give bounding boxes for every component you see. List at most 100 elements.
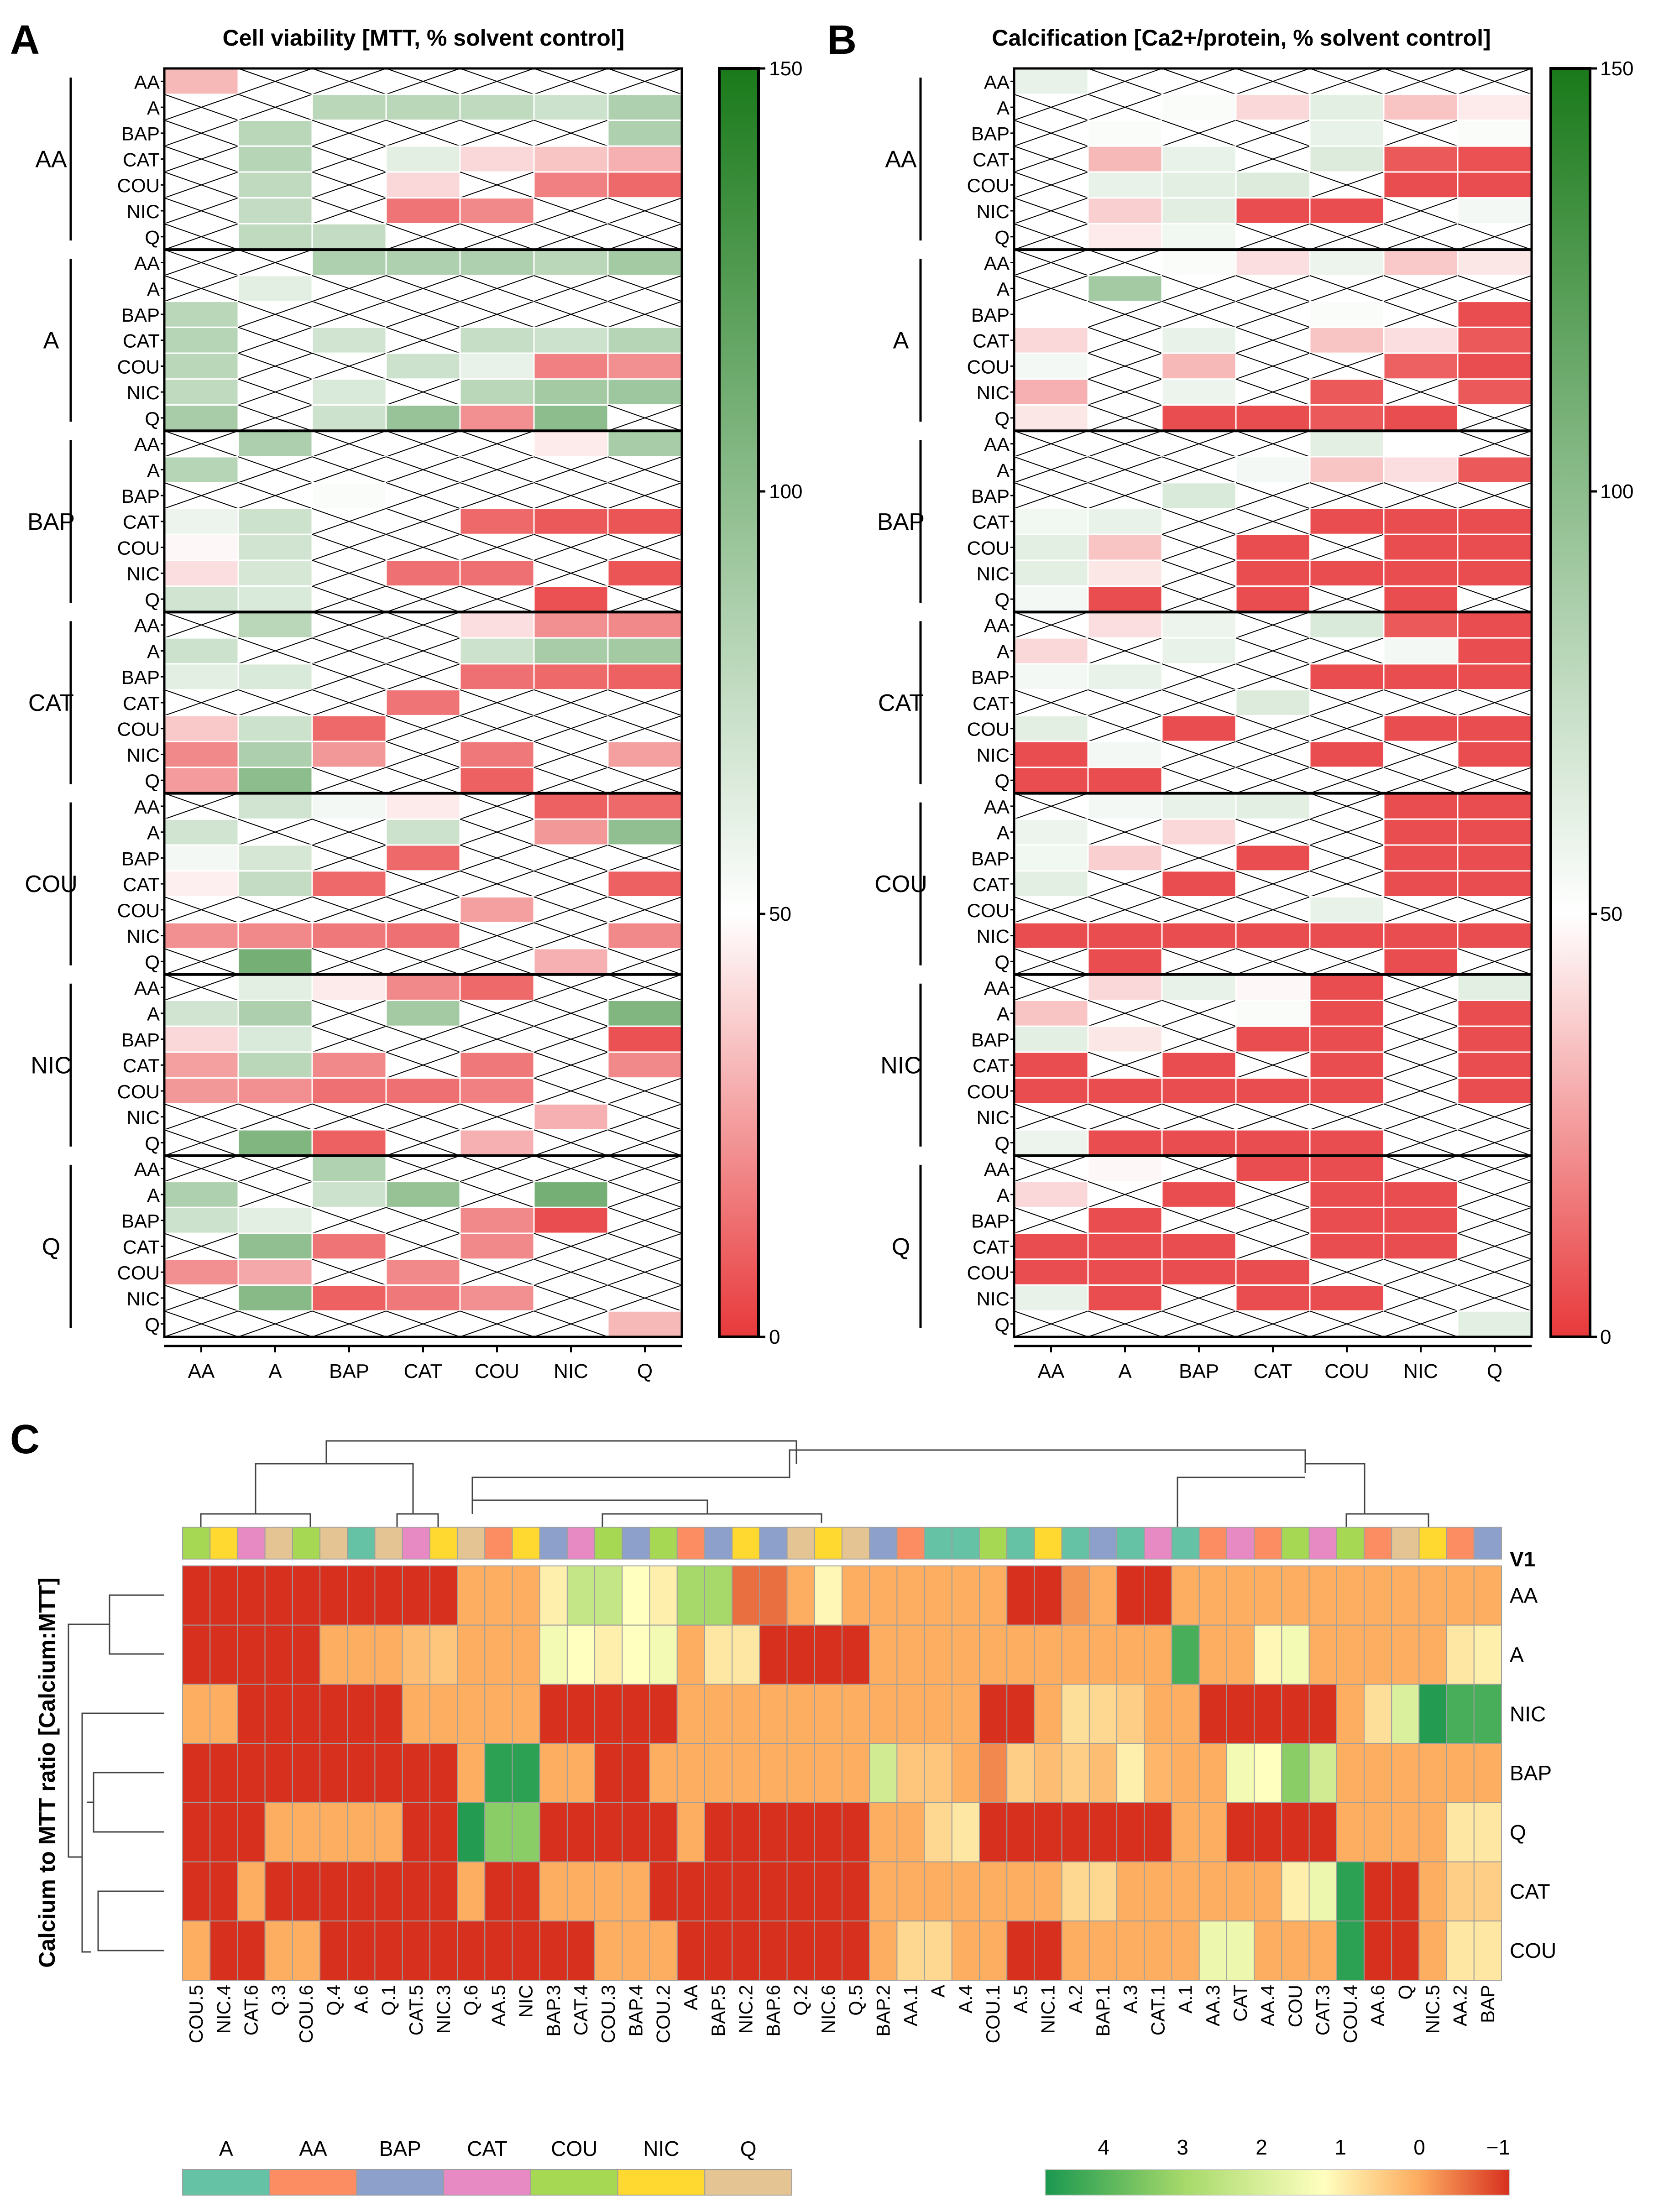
panel-b-cell [1457,456,1533,484]
panel-b-cell [1383,404,1459,432]
panel-b-title: Calcification [Ca2+/protein, % solvent c… [992,25,1491,51]
panel-b-cell [1087,1025,1163,1053]
panel-a-cell [164,223,239,250]
panel-c-cell [1088,1624,1118,1685]
panel-c-cell [951,1920,980,1981]
panel-b-cell [1383,974,1458,1001]
panel-b-cell [1088,456,1162,483]
panel-c-cell [786,1565,815,1626]
panel-a-cell [460,922,534,949]
panel-b-cell [1457,611,1533,639]
panel-b-cell [1088,327,1162,354]
panel-b-cell [1457,301,1533,328]
panel-a-cell [386,456,460,483]
panel-a-cell [459,404,535,432]
panel-a-cell [459,352,535,380]
panel-c-col-label: BAP.4 [625,1985,646,2037]
panel-a-cell [311,1284,387,1312]
panel-a-cell [534,120,608,147]
panel-c-cell [512,1684,540,1744]
panel-a-cell [312,1258,387,1286]
panel-a-cell [385,1284,461,1312]
panel-b-cell [1161,275,1236,302]
panel-a-cell [533,171,609,199]
panel-c-cell [1363,1743,1392,1803]
panel-b-cell [1161,68,1236,95]
panel-a-cell [164,611,239,639]
panel-b-cell [1383,197,1458,224]
panel-a-row-label: AA [134,71,160,93]
panel-a-cell [312,1026,387,1053]
panel-b-cell [1088,68,1162,95]
panel-a-cell [607,793,683,820]
panel-c-col-label: A.1 [1175,1985,1196,2014]
panel-b-cell [1013,68,1089,95]
panel-b-cell [1383,120,1458,147]
panel-b-cell [1014,94,1088,121]
annotation-cell [1226,1527,1255,1560]
panel-c-cell [1226,1861,1255,1922]
panel-c-cell [209,1920,238,1981]
panel-a-cell [163,559,239,587]
panel-c-cell [1308,1920,1337,1981]
panel-b-cell [1088,637,1162,664]
panel-b-cell [1309,326,1385,354]
panel-c-cell [237,1802,266,1862]
panel-b-row-label: CAT [973,1236,1010,1257]
panel-a-cell [460,68,534,95]
panel-c-cell [676,1920,705,1981]
panel-a-cell [534,223,608,250]
panel-a-cell [163,922,239,949]
panel-c-col-label: COU.6 [295,1985,317,2043]
panel-c-cell [896,1565,925,1626]
panel-a-cell [164,948,239,975]
panel-b-cell [1383,559,1459,587]
panel-b-cell [1309,1258,1384,1286]
panel-c-cell [979,1861,1008,1922]
panel-b-row-label: CAT [973,1055,1010,1076]
panel-c-cell [1171,1743,1200,1803]
panel-c-cell [842,1861,870,1922]
panel-a-cell [385,145,461,173]
panel-c-cell [512,1802,540,1862]
panel-a-cell [238,353,313,380]
panel-a-row-label: NIC [127,744,160,766]
panel-c-cell [1171,1624,1200,1685]
panel-a-cell [312,819,387,846]
panel-b-group-label: COU [874,871,927,897]
panel-c-cell [1144,1624,1172,1685]
annotation-cell [649,1527,678,1560]
panel-a-row-label: COU [117,719,160,740]
panel-a-cell [163,741,239,768]
panel-a-cell [163,1051,239,1079]
panel-a-cell [607,1284,682,1312]
panel-b-cell [1161,1026,1236,1053]
panel-c-cell [182,1565,211,1626]
panel-a-cell [312,767,387,794]
panel-a-cell [533,585,609,613]
panel-a-row-label: COU [117,1081,160,1102]
panel-b-cell [1309,119,1385,147]
annotation-cell [1418,1527,1447,1560]
panel-a-cell [607,68,682,95]
panel-b-row-label: NIC [977,744,1010,766]
panel-b-cell [1309,1284,1385,1312]
panel-b-row-label: A [997,459,1010,481]
panel-c-cell [786,1802,815,1862]
panel-b-cell [1161,249,1237,276]
colorbar-c-label-3: 3 [1177,2135,1188,2159]
panel-a-cell [534,1258,608,1286]
panel-a-cell [607,1258,682,1286]
panel-b-cell [1088,404,1162,432]
panel-a-row-label: A [147,822,160,844]
panel-a-cell [237,948,313,976]
panel-c-cell [1418,1565,1447,1626]
panel-a-cell [607,611,683,639]
panel-c-cell [1391,1861,1420,1922]
panel-a-cell [459,507,535,535]
panel-b-cell [1013,1258,1089,1286]
panel-c-cell [237,1624,266,1685]
panel-b-cell [1088,249,1162,276]
panel-b-cell [1161,508,1236,535]
panel-a-cell [386,1207,460,1234]
